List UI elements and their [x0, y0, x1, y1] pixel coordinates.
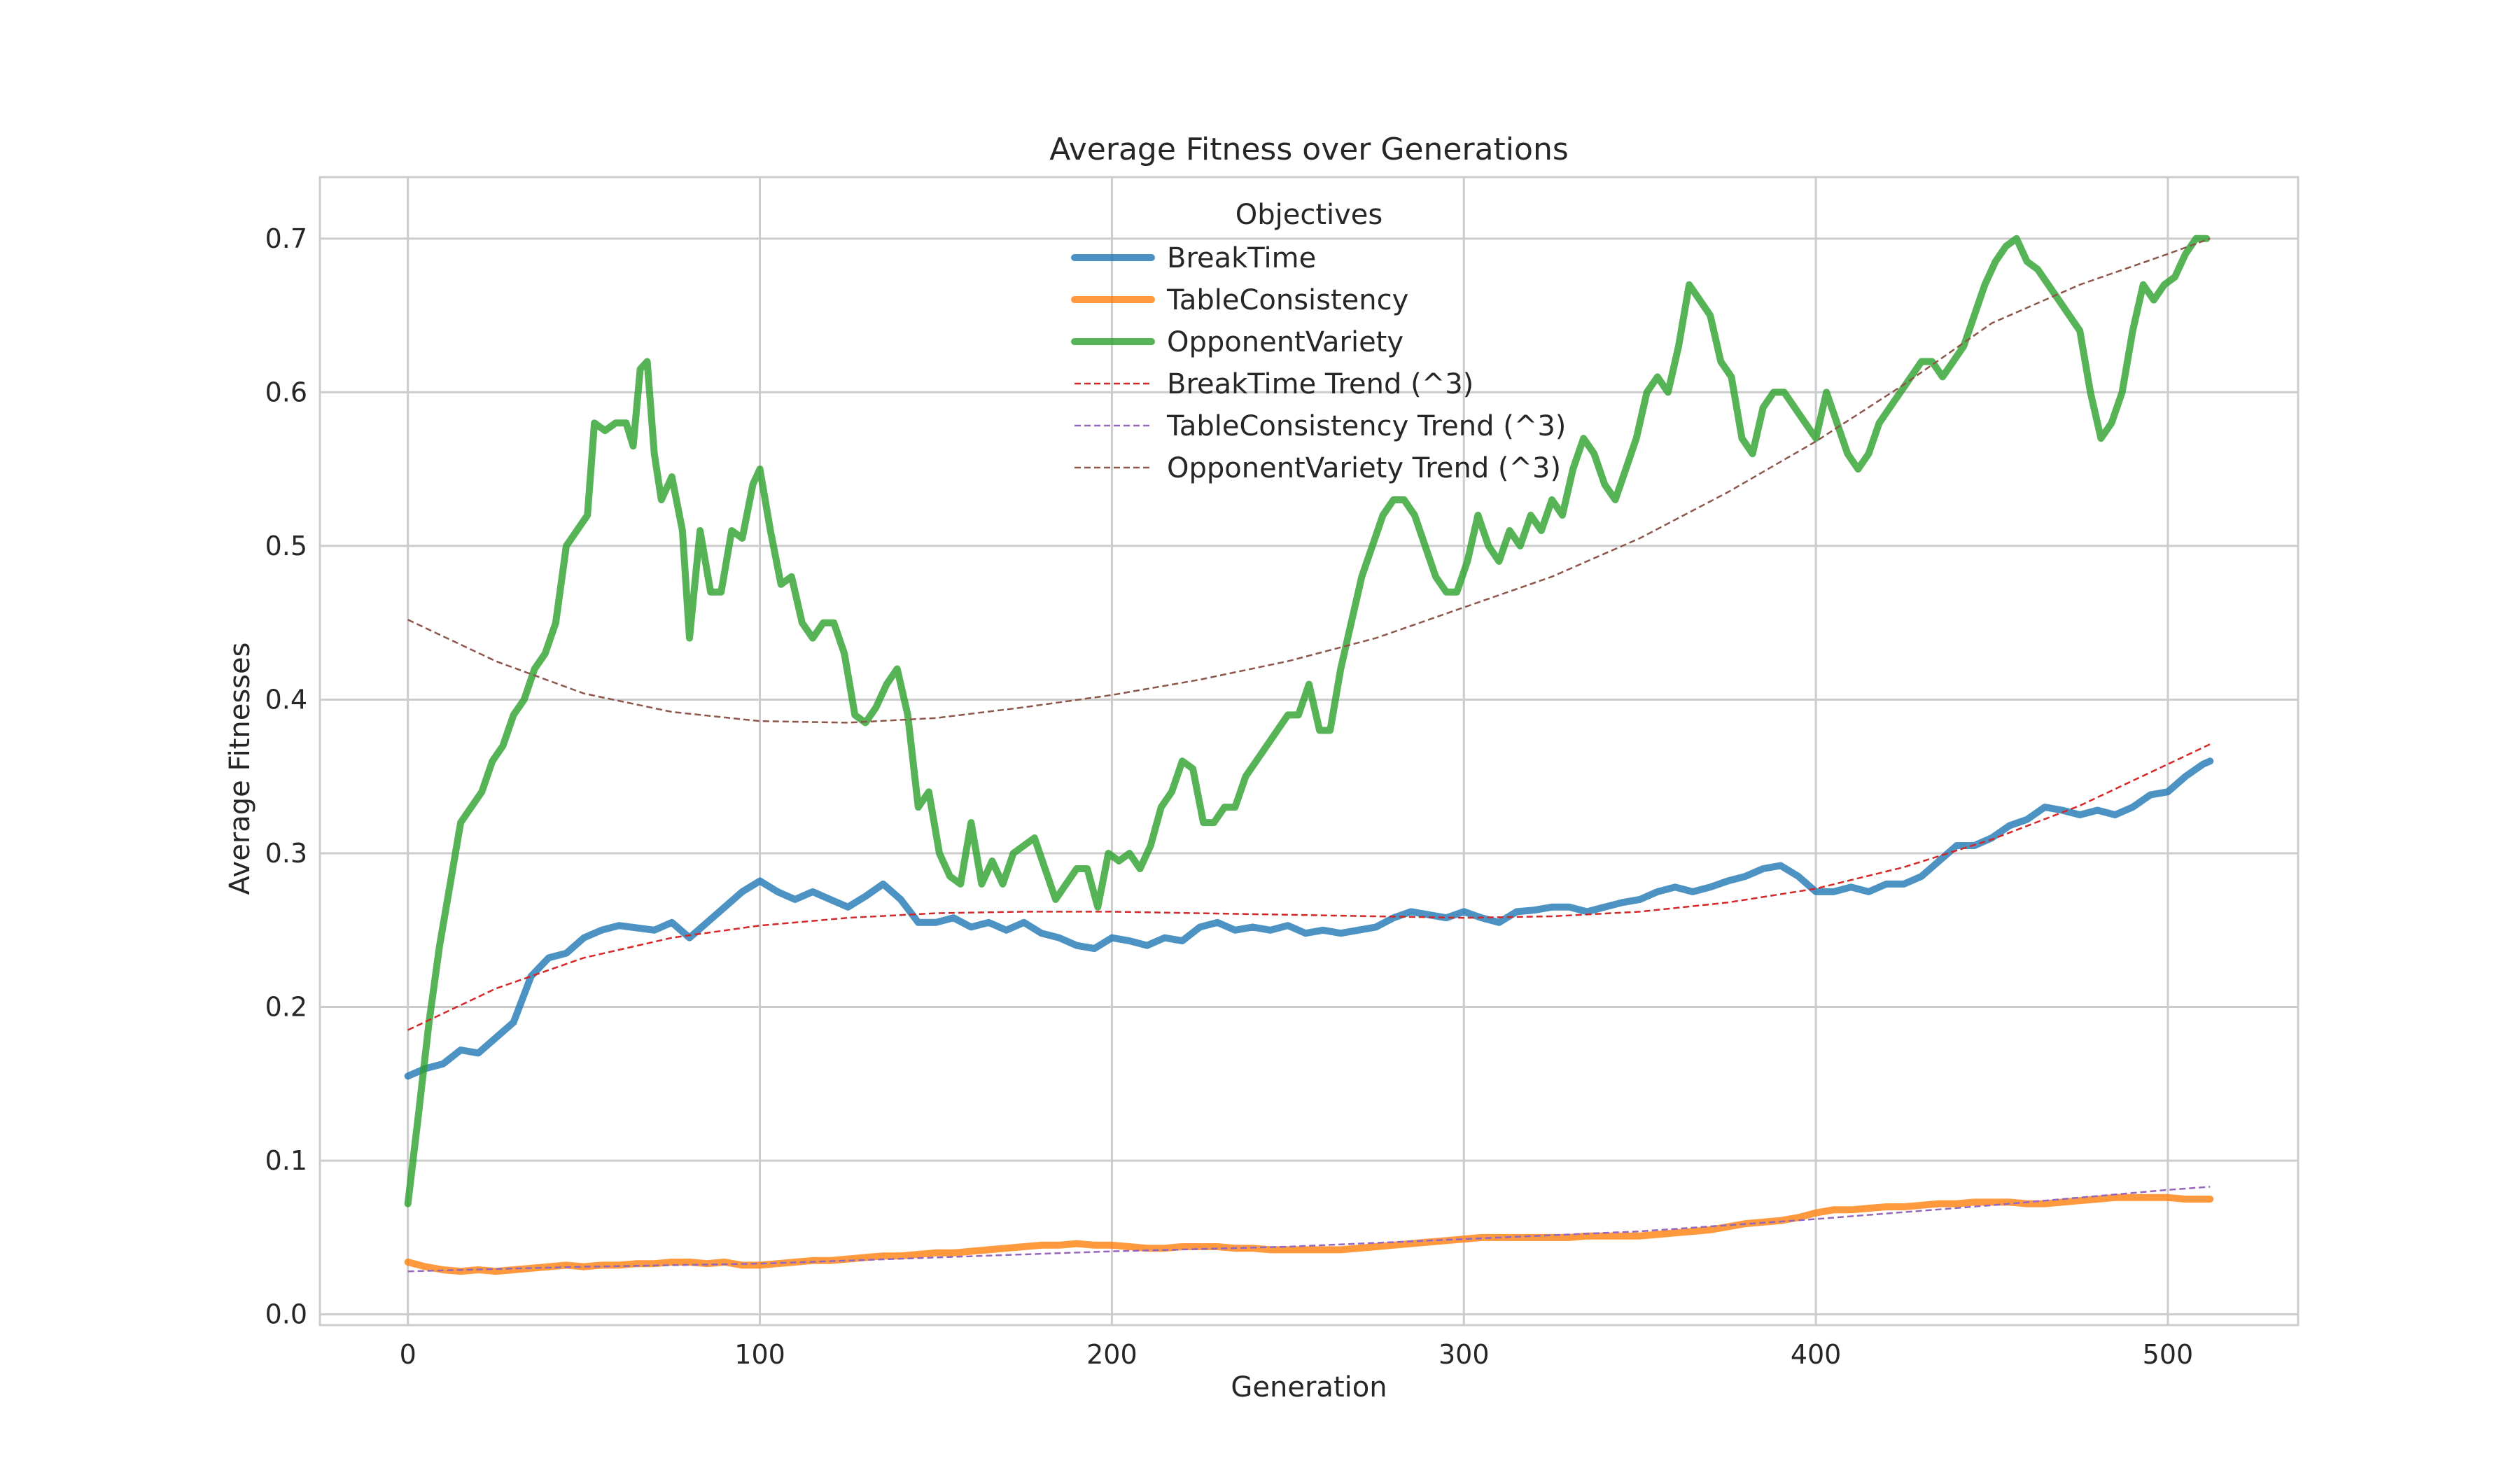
y-axis-label: Average Fitnesses: [224, 643, 256, 895]
y-tick-label: 0.7: [265, 223, 307, 254]
series-line-opponentvariety: [404, 234, 2211, 1208]
x-axis-label: Generation: [1231, 1371, 1387, 1404]
x-tick-label: 200: [1086, 1339, 1138, 1370]
y-tick-label: 0.3: [265, 838, 307, 869]
y-tick-label: 0.1: [265, 1145, 307, 1176]
chart-legend: Objectives BreakTime TableConsistency Oppo…: [1071, 199, 1566, 484]
x-tick-label: 400: [1791, 1339, 1842, 1370]
series-line-opponentvariety-trend-3: [407, 237, 2211, 724]
y-tick-label: 0.5: [265, 531, 307, 561]
y-tick-label: 0.4: [265, 684, 307, 715]
legend-label-tableconsistency: TableConsistency: [1166, 284, 1408, 316]
legend-label-breaktime: BreakTime: [1167, 242, 1316, 274]
legend-label-breaktime-trend-3: BreakTime Trend (^3): [1167, 368, 1474, 400]
y-tick-label: 0.2: [265, 992, 307, 1023]
x-tick-label: 500: [2143, 1339, 2194, 1370]
grid-layer: [320, 177, 2298, 1325]
x-tick-label: 0: [400, 1339, 416, 1370]
legend-label-opponentvariety-trend-3: OpponentVariety Trend (^3): [1167, 452, 1561, 484]
tick-layer: 0 100 200 300 400 500 0.0 0.1 0.2 0.3 0.4 0.5 0.6 0.7: [265, 223, 2194, 1370]
legend-label-tableconsistency-trend-3: TableConsistency Trend (^3): [1166, 410, 1566, 442]
chart-title: Average Fitness over Generations: [1049, 132, 1569, 167]
x-tick-label: 100: [734, 1339, 785, 1370]
series-line-tableconsistency: [404, 1194, 2214, 1275]
legend-label-opponentvariety: OpponentVariety: [1167, 326, 1404, 358]
x-tick-label: 300: [1438, 1339, 1490, 1370]
plot-frame: [318, 176, 2300, 1326]
legend-title: Objectives: [1236, 199, 1383, 231]
y-tick-label: 0.6: [265, 377, 307, 407]
series-layer: [404, 234, 2214, 1275]
y-tick-label: 0.0: [265, 1299, 307, 1330]
series-line-breaktime: [404, 757, 2214, 1080]
series-line-breaktime-trend-3: [407, 743, 2211, 1031]
